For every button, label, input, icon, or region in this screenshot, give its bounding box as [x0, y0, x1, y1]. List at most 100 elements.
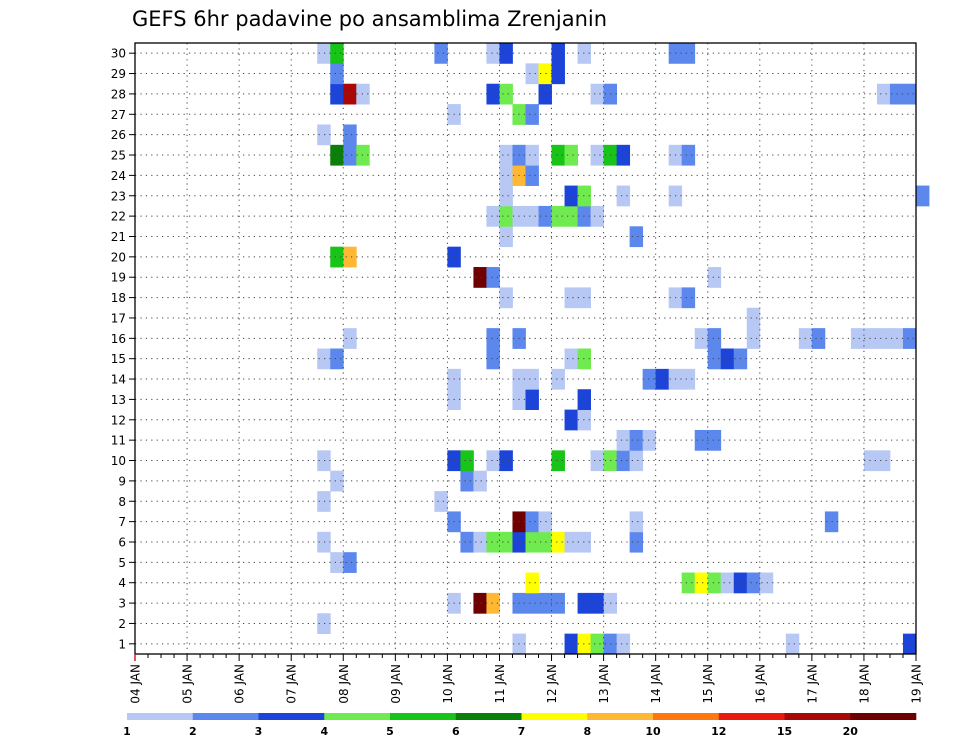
data-cell — [486, 348, 500, 370]
y-tick-label: 17 — [111, 311, 126, 325]
x-tick-label: 12 JAN — [545, 664, 559, 704]
data-cell — [538, 592, 552, 614]
data-cell — [499, 165, 513, 186]
y-tick-label: 4 — [118, 576, 126, 590]
y-tick-label: 2 — [118, 617, 126, 631]
y-tick-label: 20 — [111, 250, 126, 264]
data-cell — [499, 185, 513, 207]
y-tick-label: 19 — [111, 271, 126, 285]
data-cell — [330, 348, 344, 370]
data-cell — [486, 328, 500, 349]
data-cell — [486, 43, 500, 64]
data-cell — [707, 429, 722, 451]
data-cell — [317, 124, 331, 146]
data-cell — [434, 491, 448, 512]
data-cell — [616, 450, 631, 472]
data-cell — [499, 205, 513, 227]
data-cell — [746, 328, 761, 349]
data-cell — [863, 450, 878, 472]
data-cell — [317, 531, 331, 553]
data-cell — [629, 531, 644, 553]
data-cell — [486, 83, 500, 105]
x-tick-label: 19 JAN — [910, 664, 924, 704]
data-cell — [499, 287, 513, 309]
data-cell — [902, 328, 917, 349]
colorbar-segment — [587, 713, 654, 720]
data-cell — [551, 205, 565, 227]
data-cell — [525, 389, 539, 410]
data-cell — [564, 205, 578, 227]
y-tick-label: 13 — [111, 393, 126, 407]
data-cell — [343, 144, 357, 166]
x-tick-label: 07 JAN — [285, 664, 299, 704]
data-cell — [317, 491, 331, 512]
data-cell — [707, 572, 722, 594]
colorbar-tick-label: 2 — [189, 725, 197, 738]
data-cell — [499, 43, 513, 64]
data-cell — [460, 450, 474, 472]
data-cell — [486, 450, 500, 472]
y-tick-label: 18 — [111, 291, 126, 305]
data-cell — [343, 83, 357, 105]
data-cell — [343, 124, 357, 146]
data-cell — [486, 592, 500, 614]
data-cell — [343, 552, 357, 573]
data-cell — [720, 572, 735, 594]
data-cell — [681, 287, 696, 309]
data-cell — [707, 267, 722, 288]
x-tick-label: 04 JAN — [129, 664, 143, 704]
data-cell — [499, 226, 513, 248]
data-cell — [317, 43, 331, 64]
data-cell — [785, 633, 800, 655]
data-cell — [642, 368, 657, 390]
data-cell — [330, 470, 344, 492]
data-cell — [330, 63, 344, 85]
y-tick-label: 21 — [111, 230, 126, 244]
x-tick-label: 15 JAN — [701, 664, 715, 704]
data-cell — [876, 450, 891, 472]
data-cell — [629, 226, 644, 248]
data-cell — [876, 83, 891, 105]
y-tick-label: 26 — [111, 128, 126, 142]
data-cell — [525, 368, 539, 390]
x-tick-label: 17 JAN — [805, 664, 819, 704]
colorbar-tick-label: 4 — [320, 725, 328, 738]
data-cell — [694, 429, 709, 451]
data-cell — [343, 246, 357, 268]
data-cell — [590, 205, 604, 227]
data-cell — [564, 185, 578, 207]
data-cell — [525, 104, 539, 125]
data-cell — [694, 328, 709, 349]
x-tick-label: 16 JAN — [753, 664, 767, 704]
colorbar-tick-label: 15 — [777, 725, 792, 738]
colorbar-tick-label: 8 — [583, 725, 591, 738]
data-cell — [590, 592, 604, 614]
data-cell — [434, 43, 448, 64]
data-cell — [863, 328, 878, 349]
data-cell — [629, 450, 644, 472]
colorbar-segment — [192, 713, 259, 720]
y-tick-label: 6 — [118, 535, 126, 549]
y-tick-label: 3 — [118, 597, 126, 611]
color-legend: 1 2 3 4 5 6 7 8 10 12 15 20 — [123, 713, 917, 738]
data-cell — [902, 633, 917, 655]
data-cell — [616, 144, 631, 166]
data-cell — [564, 287, 578, 309]
chart-title: GEFS 6hr padavine po ansamblima Zrenjani… — [132, 7, 607, 31]
data-cell — [330, 43, 344, 64]
y-tick-label: 14 — [111, 373, 126, 387]
data-cell — [317, 450, 331, 472]
x-tick-label: 05 JAN — [181, 664, 195, 704]
data-cell — [538, 63, 552, 85]
data-cell — [681, 572, 696, 594]
data-cell — [551, 63, 565, 85]
colorbar-tick-label: 20 — [843, 725, 859, 738]
y-tick-label: 11 — [111, 434, 126, 448]
data-cell — [681, 43, 696, 64]
data-cell — [551, 368, 565, 390]
data-cell — [525, 144, 539, 166]
x-tick-label: 13 JAN — [597, 664, 611, 704]
x-axis: 04 JAN 05 JAN 06 JAN 07 JAN 08 JAN 09 JAN 10 J… — [129, 654, 924, 704]
data-cell — [590, 83, 604, 105]
